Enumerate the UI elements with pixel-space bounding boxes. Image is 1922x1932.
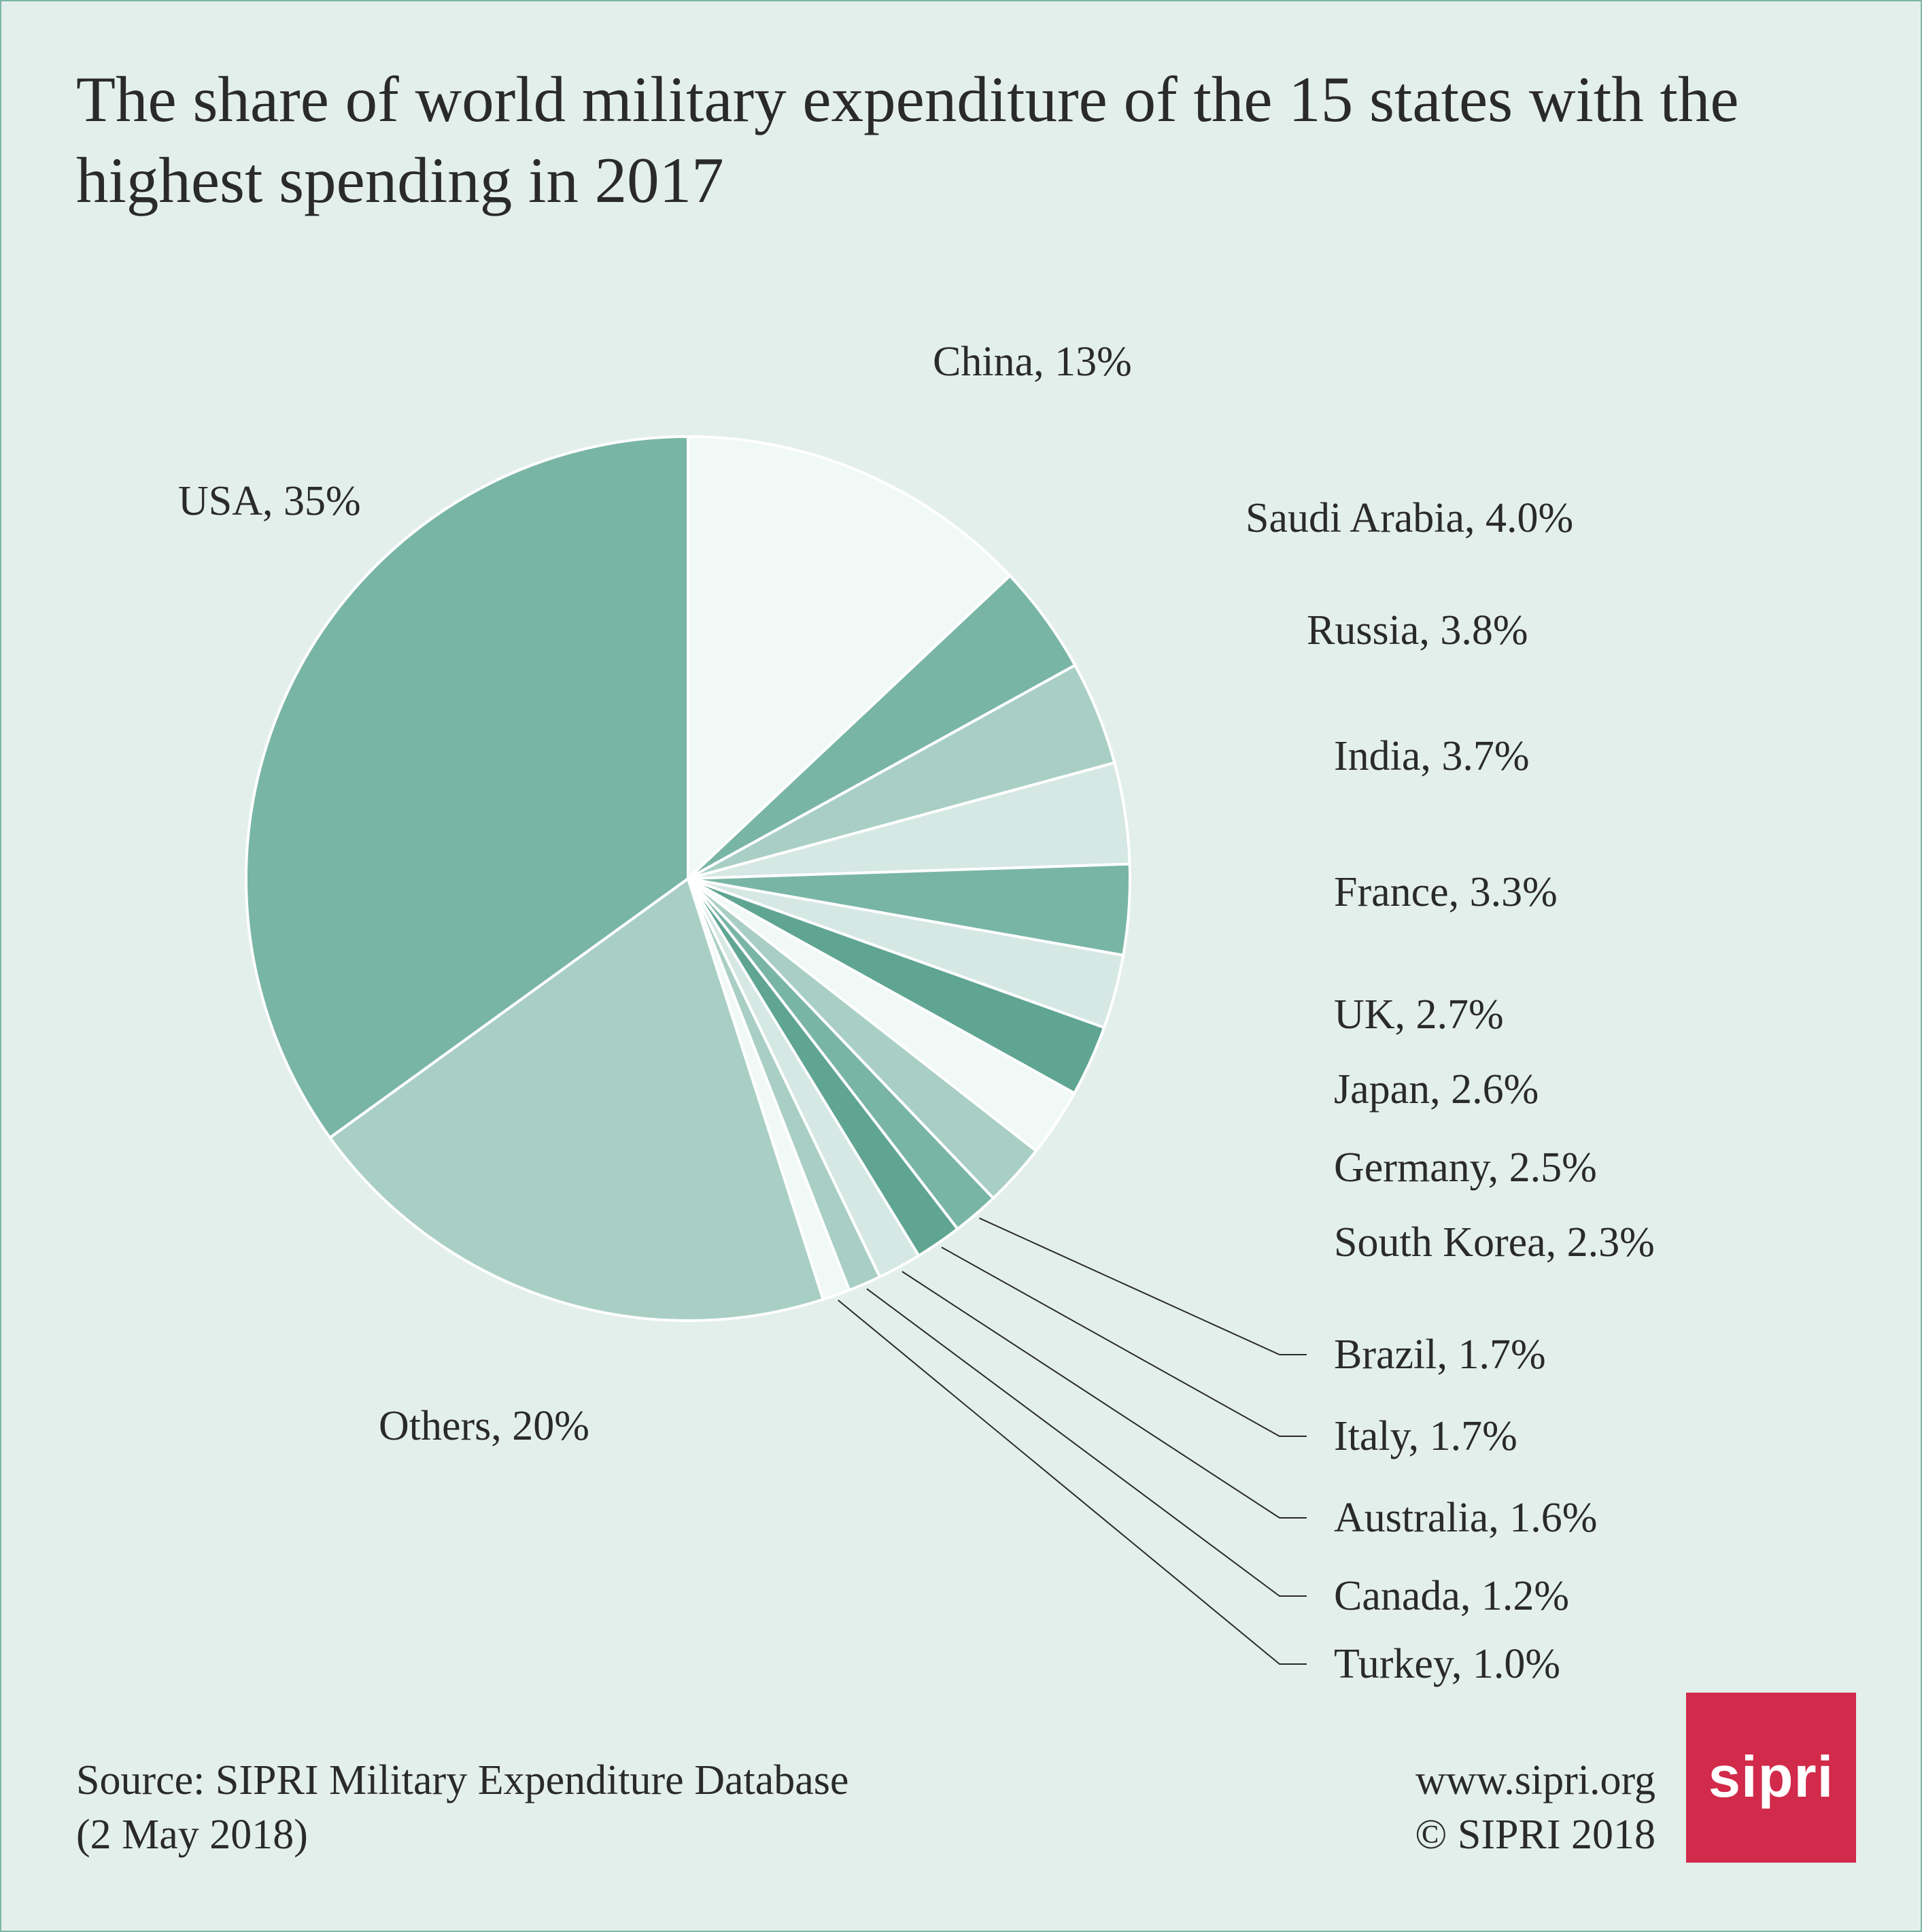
footer-source: Source: SIPRI Military Expenditure Datab… [76,1753,848,1863]
slice-label-italy: Italy, 1.7% [1334,1412,1517,1461]
sipri-logo: sipri [1686,1693,1856,1863]
slice-label-usa: USA, 35% [178,477,361,526]
slice-label-russia: Russia, 3.8% [1307,607,1528,655]
logo-text: sipri [1709,1744,1834,1811]
slice-label-australia: Australia, 1.6% [1334,1494,1597,1542]
slice-label-japan: Japan, 2.6% [1334,1066,1539,1114]
slice-label-germany: Germany, 2.5% [1334,1144,1597,1192]
footer-copyright: © SIPRI 2018 [1415,1808,1655,1863]
chart-frame: The share of world military expenditure … [0,0,1922,1932]
slice-label-india: India, 3.7% [1334,732,1530,781]
pie-chart [1,1,1921,1931]
slice-label-canada: Canada, 1.2% [1334,1572,1569,1621]
slice-label-china: China, 13% [933,338,1132,386]
slice-label-turkey: Turkey, 1.0% [1334,1640,1560,1689]
source-text-1: Source: SIPRI Military Expenditure Datab… [76,1753,848,1808]
slice-label-france: France, 3.3% [1334,868,1558,917]
leader-line [902,1272,1307,1518]
slice-label-brazil: Brazil, 1.7% [1334,1331,1546,1379]
source-text-2: (2 May 2018) [76,1808,848,1863]
footer-attribution: www.sipri.org © SIPRI 2018 [1415,1753,1655,1863]
footer-url: www.sipri.org [1415,1753,1655,1808]
slice-label-south-korea: South Korea, 2.3% [1334,1219,1655,1267]
leader-line [838,1300,1307,1664]
slice-label-uk: UK, 2.7% [1334,991,1504,1039]
slice-label-saudi-arabia: Saudi Arabia, 4.0% [1246,494,1573,543]
leader-line [867,1289,1307,1596]
slice-label-others: Others, 20% [379,1402,589,1451]
leader-line [980,1218,1307,1355]
